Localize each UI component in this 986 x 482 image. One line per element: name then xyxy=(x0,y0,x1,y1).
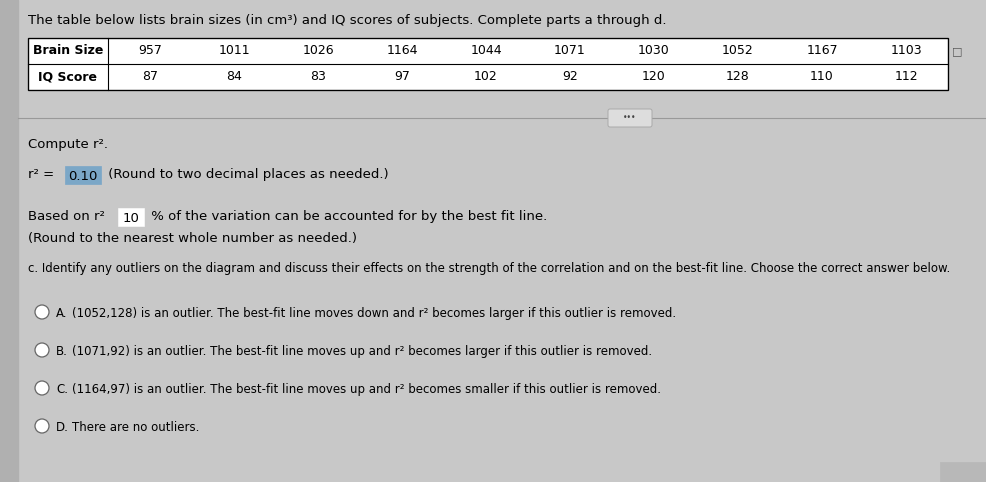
FancyBboxPatch shape xyxy=(608,109,652,127)
Text: Based on r²: Based on r² xyxy=(28,210,109,223)
Text: (1052,128) is an outlier. The best-fit line moves down and r² becomes larger if : (1052,128) is an outlier. The best-fit l… xyxy=(72,307,676,320)
Text: 1030: 1030 xyxy=(638,44,669,57)
Text: 110: 110 xyxy=(810,70,834,83)
Bar xyxy=(0,0,18,482)
Circle shape xyxy=(35,419,49,433)
Text: 1044: 1044 xyxy=(470,44,502,57)
Text: 957: 957 xyxy=(138,44,162,57)
Text: % of the variation can be accounted for by the best fit line.: % of the variation can be accounted for … xyxy=(147,210,547,223)
Text: D.: D. xyxy=(56,421,69,434)
Text: 1167: 1167 xyxy=(807,44,838,57)
Text: Compute r².: Compute r². xyxy=(28,138,108,151)
Text: 92: 92 xyxy=(562,70,578,83)
Text: C.: C. xyxy=(56,383,68,396)
Text: (1164,97) is an outlier. The best-fit line moves up and r² becomes smaller if th: (1164,97) is an outlier. The best-fit li… xyxy=(72,383,661,396)
Text: (Round to the nearest whole number as needed.): (Round to the nearest whole number as ne… xyxy=(28,232,357,245)
Text: 97: 97 xyxy=(394,70,410,83)
Text: 1026: 1026 xyxy=(302,44,334,57)
Text: 128: 128 xyxy=(726,70,750,83)
Text: 1052: 1052 xyxy=(722,44,754,57)
Text: 87: 87 xyxy=(142,70,158,83)
Text: There are no outliers.: There are no outliers. xyxy=(72,421,199,434)
Bar xyxy=(28,38,948,90)
Text: •••: ••• xyxy=(623,113,637,122)
Text: 1164: 1164 xyxy=(387,44,418,57)
Text: 1103: 1103 xyxy=(890,44,922,57)
Text: 0.10: 0.10 xyxy=(68,170,98,183)
Text: 10: 10 xyxy=(122,212,139,225)
Circle shape xyxy=(35,381,49,395)
Bar xyxy=(118,208,144,226)
Circle shape xyxy=(35,305,49,319)
Circle shape xyxy=(35,343,49,357)
Text: 112: 112 xyxy=(894,70,918,83)
Text: (1071,92) is an outlier. The best-fit line moves up and r² becomes larger if thi: (1071,92) is an outlier. The best-fit li… xyxy=(72,345,652,358)
Text: □: □ xyxy=(952,46,962,56)
Text: 1071: 1071 xyxy=(554,44,586,57)
Bar xyxy=(940,462,986,482)
Text: A.: A. xyxy=(56,307,67,320)
Text: c. Identify any outliers on the diagram and discuss their effects on the strengt: c. Identify any outliers on the diagram … xyxy=(28,262,951,275)
Text: (Round to two decimal places as needed.): (Round to two decimal places as needed.) xyxy=(104,168,388,181)
Text: 1011: 1011 xyxy=(218,44,249,57)
Text: 102: 102 xyxy=(474,70,498,83)
Text: The table below lists brain sizes (in cm³) and IQ scores of subjects. Complete p: The table below lists brain sizes (in cm… xyxy=(28,14,667,27)
Text: r² =: r² = xyxy=(28,168,58,181)
Text: 120: 120 xyxy=(642,70,666,83)
Text: B.: B. xyxy=(56,345,68,358)
Text: Brain Size: Brain Size xyxy=(33,44,104,57)
Text: 84: 84 xyxy=(226,70,242,83)
Bar xyxy=(28,38,948,90)
Text: 83: 83 xyxy=(310,70,326,83)
Text: IQ Score: IQ Score xyxy=(38,70,98,83)
Bar xyxy=(65,166,101,184)
